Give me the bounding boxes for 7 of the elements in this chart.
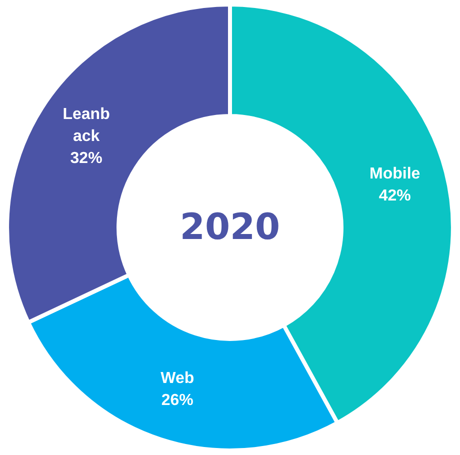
data-label: 42% xyxy=(378,188,411,205)
data-label: 32% xyxy=(70,150,102,167)
text: 2020 xyxy=(180,207,280,248)
slice-label: Leanback xyxy=(62,106,110,145)
slice-label: Web xyxy=(160,370,194,387)
slice-label: Mobile xyxy=(370,166,420,183)
data-label: 26% xyxy=(161,392,194,409)
